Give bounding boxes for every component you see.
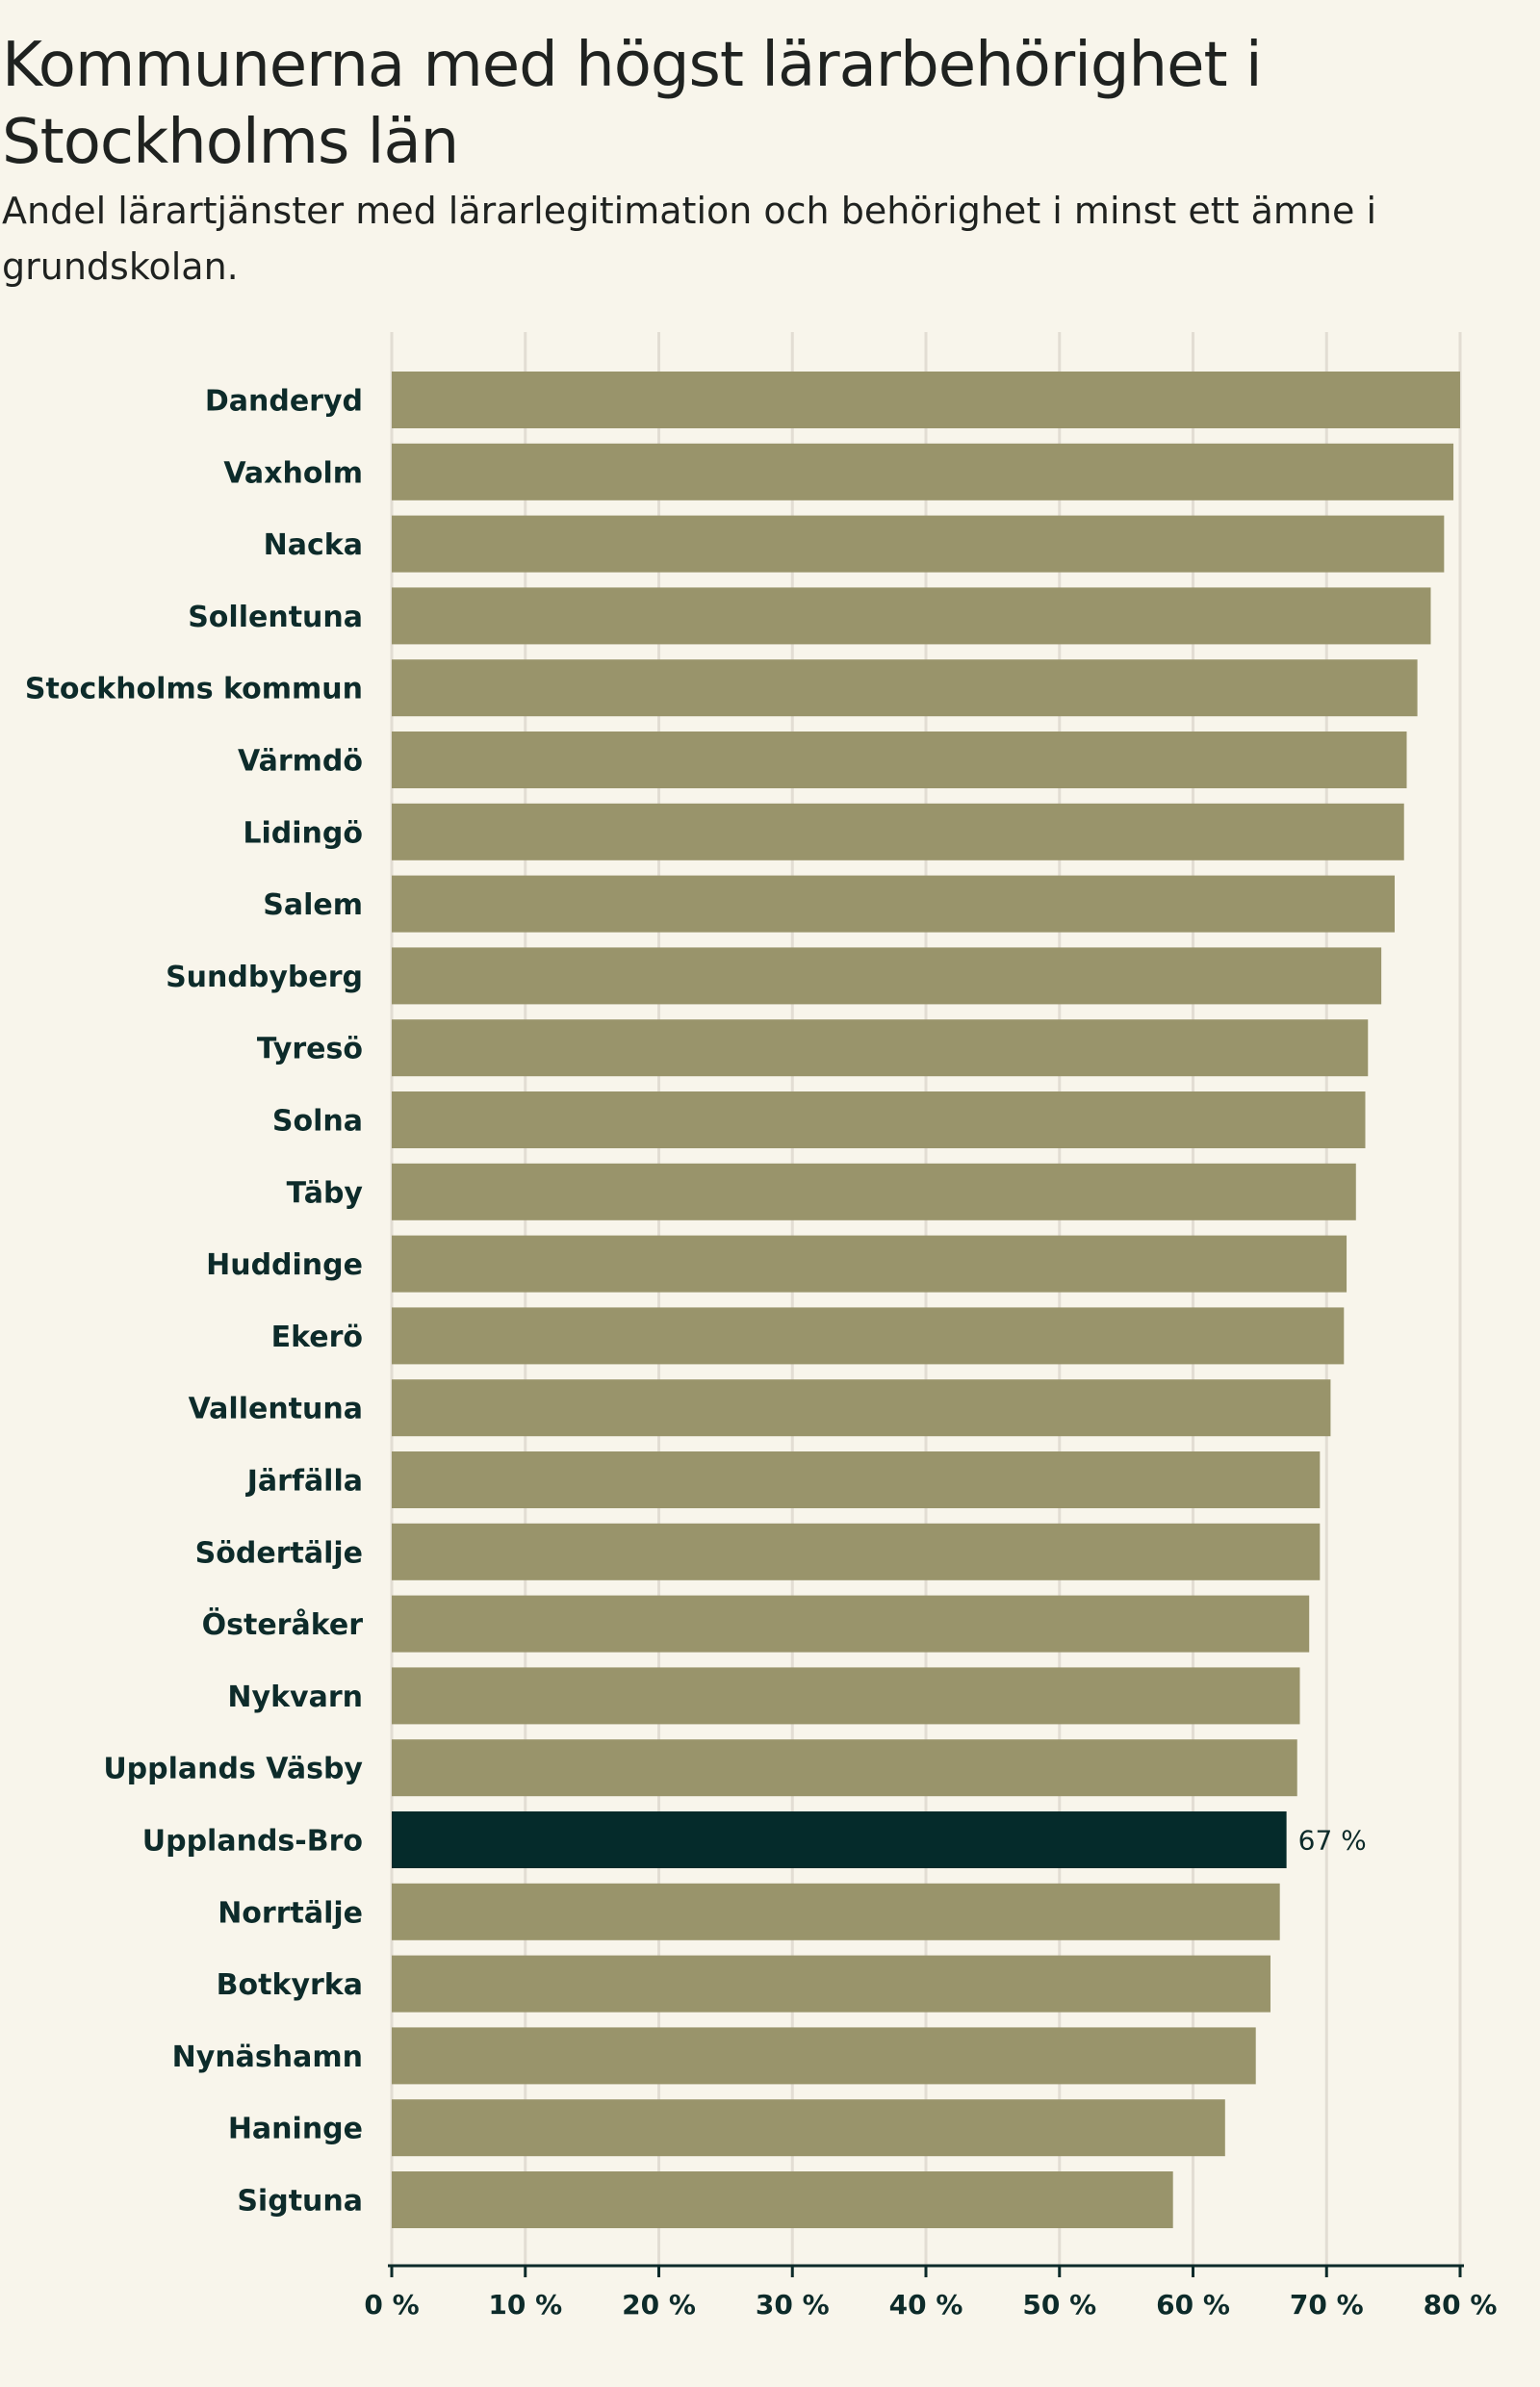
bar-0: [392, 372, 1460, 428]
x-tick-label-2: 20 %: [622, 2289, 696, 2321]
bar-14: [392, 1379, 1331, 1437]
bar-5: [392, 732, 1407, 788]
bar-12: [392, 1235, 1348, 1293]
category-label-22: Botkyrka: [217, 1968, 363, 2002]
bar-1: [392, 443, 1454, 500]
category-label-4: Stockholms kommun: [25, 673, 363, 706]
data-label-0: 67 %: [1298, 1825, 1367, 1857]
bar-11: [392, 1163, 1356, 1220]
category-label-18: Nykvarn: [227, 1681, 363, 1714]
bar-9: [392, 1019, 1369, 1077]
x-tick-label-7: 70 %: [1290, 2289, 1364, 2321]
bar-4: [392, 659, 1418, 717]
bar-18: [392, 1667, 1300, 1725]
category-label-24: Haninge: [228, 2113, 363, 2146]
category-labels: Danderyd Vaxholm Nacka Sollentuna Stockholms…: [25, 385, 364, 2219]
bar-24: [392, 2099, 1225, 2157]
category-label-5: Värmdö: [238, 745, 363, 779]
bar-13: [392, 1307, 1345, 1365]
bar-10: [392, 1091, 1366, 1148]
bar-20: [392, 1811, 1287, 1868]
x-axis: 0 % 10 % 20 % 30 % 40 % 50 % 60 % 70 % 80 %: [364, 2264, 1498, 2321]
x-tick-label-1: 10 %: [488, 2289, 562, 2321]
category-label-12: Huddinge: [206, 1248, 363, 1282]
category-label-15: Järfälla: [245, 1465, 363, 1499]
x-tick-label-5: 50 %: [1022, 2289, 1096, 2321]
bar-25: [392, 2171, 1173, 2228]
bar-15: [392, 1451, 1321, 1508]
bars: 67 %: [392, 372, 1460, 2228]
bar-2: [392, 515, 1445, 573]
category-label-3: Sollentuna: [188, 601, 363, 634]
x-tick-label-4: 40 %: [889, 2289, 963, 2321]
category-label-23: Nynäshamn: [172, 2040, 363, 2074]
category-label-13: Ekerö: [271, 1321, 363, 1354]
category-label-8: Sundbyberg: [166, 961, 363, 994]
bar-19: [392, 1739, 1297, 1797]
x-tick-label-6: 60 %: [1156, 2289, 1230, 2321]
bar-22: [392, 1955, 1270, 2013]
gridlines: [390, 332, 1462, 2266]
category-label-10: Solna: [272, 1105, 363, 1139]
bar-6: [392, 803, 1404, 860]
category-label-17: Österåker: [202, 1606, 364, 1642]
category-label-9: Tyresö: [257, 1033, 363, 1066]
category-label-6: Lidingö: [243, 816, 363, 850]
category-label-2: Nacka: [264, 528, 363, 562]
category-label-16: Södertälje: [195, 1536, 363, 1570]
bar-21: [392, 1883, 1280, 1940]
x-tick-label-3: 30 %: [756, 2289, 830, 2321]
category-label-20: Upplands-Bro: [142, 1825, 363, 1859]
x-tick-label-8: 80 %: [1424, 2289, 1498, 2321]
category-label-14: Vallentuna: [189, 1393, 363, 1426]
bar-3: [392, 587, 1431, 645]
chart-title: Kommunerna med högst lärarbehörighet i S…: [2, 30, 1263, 178]
category-label-0: Danderyd: [205, 385, 363, 419]
bar-7: [392, 875, 1396, 933]
bar-16: [392, 1523, 1321, 1580]
category-label-7: Salem: [263, 888, 363, 922]
chart-subtitle: Andel lärartjänster med lärarlegitimatio…: [2, 190, 1377, 288]
bar-17: [392, 1595, 1310, 1653]
category-label-21: Norrtälje: [218, 1896, 363, 1930]
x-tick-label-0: 0 %: [364, 2289, 419, 2321]
bar-23: [392, 2027, 1256, 2085]
bar-8: [392, 947, 1382, 1005]
category-label-25: Sigtuna: [237, 2185, 363, 2219]
category-label-11: Täby: [287, 1176, 364, 1210]
category-label-1: Vaxholm: [223, 456, 363, 490]
category-label-19: Upplands Väsby: [103, 1753, 363, 1786]
